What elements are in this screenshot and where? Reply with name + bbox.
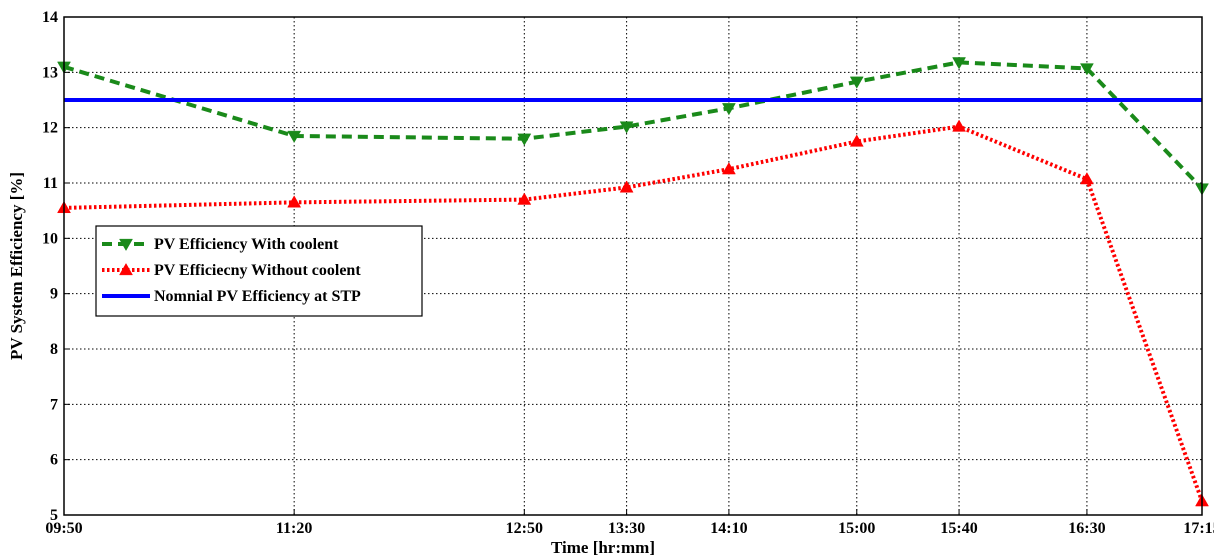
data-point-marker — [619, 121, 634, 134]
x-tick-label: 15:00 — [838, 520, 875, 537]
legend-label: Nomnial PV Efficiency at STP — [154, 288, 361, 305]
data-point-marker — [952, 57, 966, 70]
legend-entry: PV Efficiecny Without coolent — [102, 262, 361, 279]
series-0 — [57, 57, 1209, 196]
y-tick-label: 13 — [42, 64, 58, 81]
series-line-0 — [63, 60, 1204, 190]
y-tick-label: 10 — [42, 230, 58, 247]
data-point-marker — [849, 76, 864, 89]
x-tick-label: 14:10 — [710, 520, 747, 537]
y-tick-label: 7 — [50, 396, 58, 413]
legend-entries: PV Efficiency With coolent PV Efficiecny … — [102, 236, 361, 305]
data-point-marker — [952, 119, 966, 132]
series-1 — [57, 119, 1209, 507]
x-tick-label: 12:50 — [506, 520, 543, 537]
x-axis-label: Time [hr:mm] — [551, 538, 655, 557]
x-tick-label: 16:30 — [1068, 520, 1105, 537]
data-point-marker — [619, 180, 634, 193]
y-tick-label: 11 — [43, 175, 58, 192]
y-tick-label: 14 — [42, 9, 58, 26]
y-axis-label: PV System Efficiency [%] — [7, 172, 26, 360]
x-tick-label: 15:40 — [940, 520, 977, 537]
data-point-marker — [517, 133, 532, 146]
y-tick-label: 6 — [50, 452, 58, 469]
x-tick-label: 11:20 — [276, 520, 312, 537]
legend-label: PV Efficiency With coolent — [154, 236, 339, 253]
legend: PV Efficiency With coolent PV Efficiecny … — [95, 225, 423, 317]
legend-entry: Nomnial PV Efficiency at STP — [102, 288, 361, 305]
tick-labels: 5 6 7 8 9 10 11 12 13 14 09:50 11:20 12:50 13:30 14:10… — [42, 9, 1214, 537]
legend-marker — [119, 238, 133, 252]
data-point-marker — [849, 134, 864, 147]
legend-box — [95, 225, 423, 317]
x-tick-label: 17:15 — [1183, 520, 1214, 537]
series-layer — [57, 57, 1209, 507]
y-tick-label: 9 — [50, 286, 58, 303]
data-point-marker — [1079, 63, 1094, 76]
y-tick-label: 5 — [50, 507, 58, 524]
plot-frame — [63, 16, 1203, 516]
data-point-marker — [287, 130, 302, 143]
data-point-marker — [287, 195, 302, 208]
data-point-marker — [721, 103, 736, 116]
data-point-marker — [517, 192, 532, 205]
legend-marker — [119, 262, 133, 276]
legend-label: PV Efficiecny Without coolent — [154, 262, 361, 279]
legend-entry: PV Efficiency With coolent — [102, 236, 339, 253]
data-point-marker — [1079, 172, 1094, 185]
y-tick-label: 12 — [42, 120, 58, 137]
x-tick-label: 09:50 — [45, 520, 82, 537]
data-point-marker — [721, 162, 736, 175]
x-tick-label: 13:30 — [608, 520, 645, 537]
y-tick-label: 8 — [50, 341, 58, 358]
